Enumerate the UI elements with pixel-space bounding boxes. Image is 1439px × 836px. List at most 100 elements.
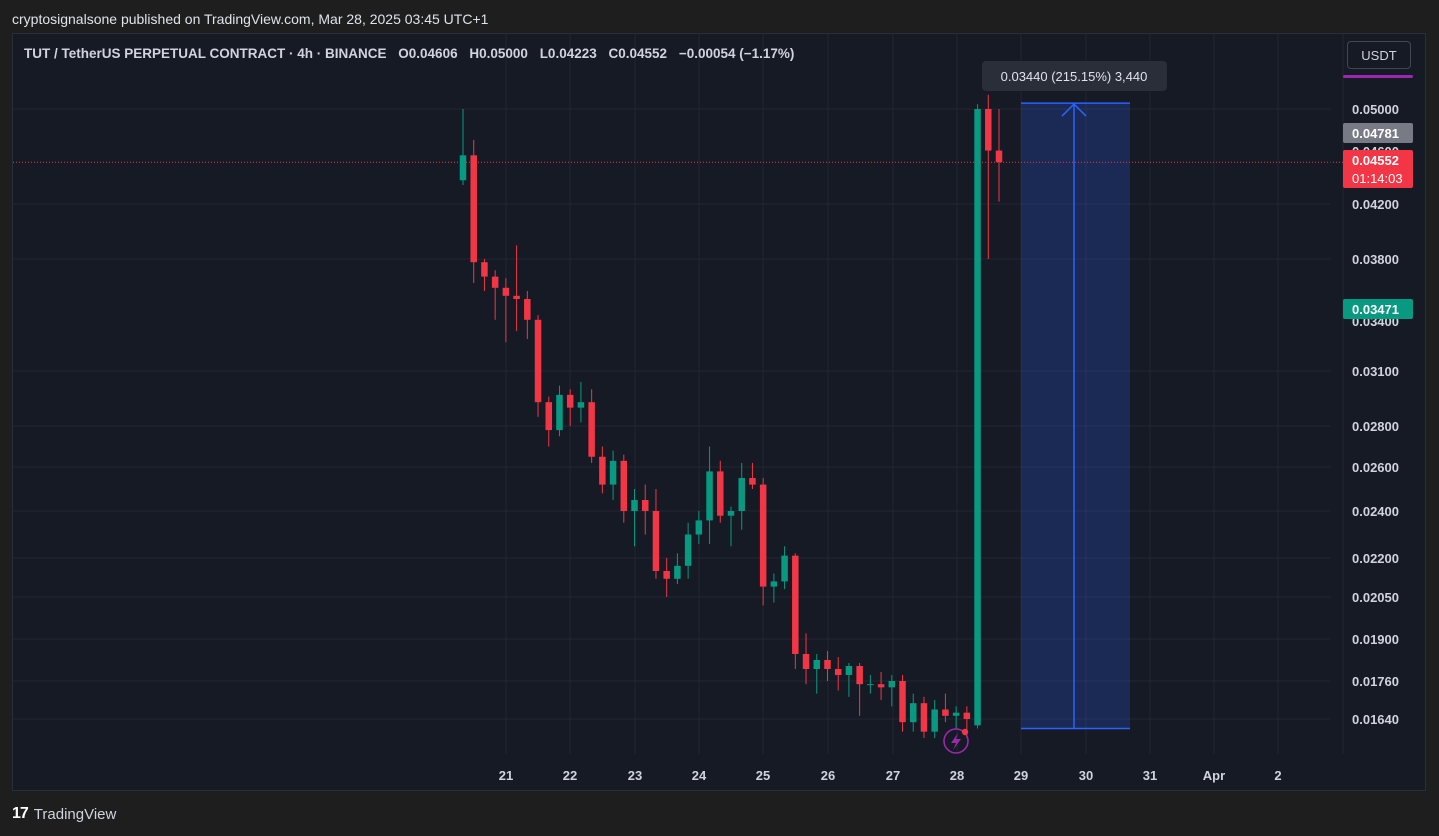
footer-brand[interactable]: 17 TradingView (12, 805, 116, 823)
candle-body (470, 155, 477, 263)
symbol-header: TUT / TetherUS PERPETUAL CONTRACT · 4h ·… (24, 46, 794, 61)
range-label: 0.03440 (215.15%) 3,440 (982, 61, 1167, 91)
candle-body (684, 534, 692, 566)
candle (534, 315, 542, 417)
ohlc-open: O0.04606 (398, 46, 458, 61)
candle-body (899, 681, 906, 723)
candle-body (877, 684, 885, 688)
candle (545, 396, 553, 447)
candle-body (856, 666, 863, 685)
range-label-text: 0.03440 (215.15%) 3,440 (1001, 69, 1148, 84)
chart-panel[interactable]: 0.03440 (215.15%) 3,440 0.05000 0.04200 0.0… (12, 33, 1426, 791)
candle (556, 385, 563, 437)
candlestick-chart[interactable]: 0.03440 (215.15%) 3,440 0.050000.042000.0… (13, 34, 1426, 791)
candle-body (534, 319, 542, 403)
candle (577, 382, 585, 423)
candle-body (502, 287, 510, 296)
candle-body (963, 712, 971, 719)
ohlc-close: C0.04552 (608, 46, 668, 61)
candle (599, 446, 606, 494)
candle-body (985, 109, 992, 151)
x-axis: 2122232425262728293031Apr23 (499, 768, 1347, 783)
candle-body (813, 660, 821, 669)
y-tick-label: 0.02600 (1352, 460, 1399, 475)
candle (813, 654, 821, 694)
candle (877, 672, 885, 700)
candle (931, 700, 938, 738)
x-tick-label: 23 (628, 768, 642, 783)
candle-body (674, 565, 681, 579)
y-tick-label: 0.02050 (1352, 590, 1399, 605)
candle (888, 675, 896, 707)
candle-body (845, 666, 853, 675)
brand-name: TradingView (33, 805, 117, 823)
grid-lines (13, 34, 1344, 754)
candle (770, 573, 778, 603)
candle-body (599, 456, 606, 485)
x-tick-label: 29 (1014, 768, 1028, 783)
candle-body (545, 402, 553, 431)
candle-body (920, 703, 928, 732)
candle-body (695, 520, 703, 535)
candle-body (609, 460, 617, 485)
range-box (1021, 103, 1130, 729)
y-tick-label: 0.01640 (1352, 712, 1399, 727)
currency-button[interactable]: USDT (1347, 41, 1411, 69)
candle (491, 270, 499, 320)
candle-body (909, 703, 917, 723)
candle-body (588, 402, 595, 457)
candle-body (749, 478, 756, 485)
candle (856, 663, 863, 716)
candle-body (834, 669, 842, 675)
candle-body (824, 660, 831, 669)
candle (652, 489, 660, 579)
candle-body (631, 500, 638, 511)
candle (985, 94, 992, 259)
candle-body (759, 484, 767, 587)
last-price-text: 0.04781 (1352, 126, 1399, 141)
candle (513, 245, 520, 331)
symbol-name: TUT / TetherUS PERPETUAL CONTRACT · 4h ·… (24, 46, 387, 61)
candle-body (641, 500, 649, 511)
candle (481, 259, 488, 291)
y-tick-label: 0.02200 (1352, 551, 1399, 566)
x-tick-label: 31 (1143, 768, 1157, 783)
marker-price-text: 0.03471 (1352, 302, 1399, 317)
currency-underline (1343, 75, 1413, 78)
candle (834, 657, 842, 691)
ohlc-change: −0.00054 (−1.17%) (678, 46, 795, 61)
candle-body (942, 709, 949, 716)
lightning-icon (943, 728, 969, 754)
candle (867, 675, 874, 694)
candle-body (867, 684, 874, 686)
candle (706, 446, 713, 544)
current-price-badge (1343, 150, 1413, 188)
x-tick-label: 28 (950, 768, 964, 783)
candle (641, 484, 649, 535)
publisher-line: cryptosignalsone published on TradingVie… (12, 11, 489, 27)
candle-body (620, 460, 628, 511)
current-price-text: 0.04552 (1352, 153, 1399, 168)
y-tick-label: 0.01760 (1352, 674, 1399, 689)
x-tick-label: 2 (1274, 768, 1281, 783)
candle (952, 706, 960, 729)
candle (920, 696, 928, 738)
candle-body (566, 394, 574, 408)
candle (470, 139, 477, 283)
candle (899, 675, 906, 732)
x-tick-label: 22 (563, 768, 577, 783)
lightning-icon-bolt (951, 733, 961, 750)
candle-body (652, 511, 660, 571)
countdown-text: 01:14:03 (1352, 171, 1403, 186)
range-label-box (982, 61, 1167, 91)
candle (695, 511, 703, 544)
y-axis: 0.05000 0.04200 0.03800 0.03100 0.02800 0.026… (1352, 102, 1399, 727)
candle (749, 462, 756, 489)
candle-body (781, 555, 788, 582)
candle-body (770, 581, 778, 587)
x-tick-label: Apr (1203, 768, 1225, 783)
candle-body (459, 155, 467, 181)
candle-body (524, 299, 531, 320)
candle-body (481, 262, 488, 277)
candle-body (513, 295, 520, 299)
